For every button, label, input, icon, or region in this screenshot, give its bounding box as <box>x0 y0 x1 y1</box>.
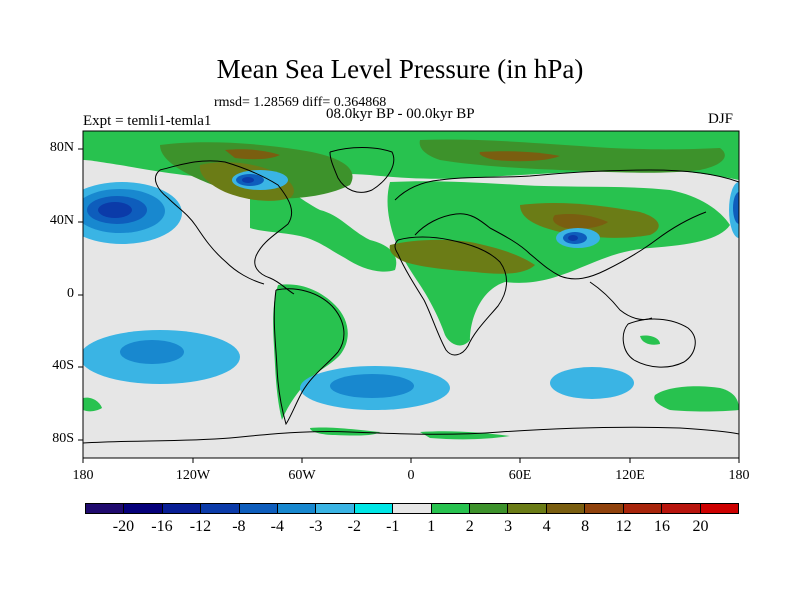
north-atlantic-green <box>250 175 397 272</box>
indian-ocean-green <box>640 335 660 345</box>
colorbar-label: 2 <box>465 518 474 535</box>
pressure-field <box>83 131 739 458</box>
colorbar-cell <box>86 504 125 513</box>
tibet-low-core <box>568 235 578 241</box>
lat-label-0: 0 <box>67 286 74 301</box>
colorbar-cell <box>393 504 432 513</box>
axis-ticks <box>78 148 740 463</box>
lat-label-80s: 80S <box>52 431 74 446</box>
rmsd-diff-stats: rmsd= 1.28569 diff= 0.364868 <box>214 95 387 110</box>
north-africa-olive <box>389 239 535 274</box>
lon-label-0: 0 <box>407 468 415 483</box>
coast-australia <box>622 318 696 368</box>
colorbar-cell <box>124 504 163 513</box>
lon-label-180e: 180 <box>728 468 750 483</box>
colorbar-cell <box>278 504 317 513</box>
lat-label-80n: 80N <box>49 140 74 155</box>
colorbar-cell <box>662 504 701 513</box>
lat-label-40s: 40S <box>52 358 74 373</box>
colorbar-label: -8 <box>232 518 246 535</box>
colorbar-label: 8 <box>581 518 590 535</box>
colorbar-cell <box>162 504 202 513</box>
colorbar-label: -12 <box>189 518 212 535</box>
lon-label-60e: 60E <box>508 468 532 483</box>
season-label: DJF <box>708 111 734 127</box>
colorbar-label: 4 <box>542 518 551 535</box>
lon-label-180w: 180 <box>72 468 94 483</box>
east-edge-low-inner <box>733 192 739 224</box>
coast-north-america <box>155 160 295 295</box>
lon-label-120w: 120W <box>175 468 211 483</box>
colorbar-cell <box>546 504 586 513</box>
greenland-olive <box>419 139 725 173</box>
colorbar-label: -1 <box>386 518 400 535</box>
antarctic-green-patch-2 <box>420 431 510 440</box>
colorbar-cell <box>585 504 624 513</box>
colorbar-label: 16 <box>654 518 671 535</box>
south-america-green <box>273 284 348 420</box>
time-period-label: 08.0kyr BP - 00.0kyr BP <box>326 106 475 122</box>
colorbar-label: 3 <box>504 518 513 535</box>
colorbar-label: 1 <box>427 518 436 535</box>
indian-ocean-low <box>550 367 634 399</box>
colorbar-label: -3 <box>309 518 323 535</box>
colorbar-cell <box>431 504 471 513</box>
lon-label-120e: 120E <box>615 468 645 483</box>
colorbar-cell <box>239 504 279 513</box>
canada-brown <box>225 149 280 160</box>
map-title: Mean Sea Level Pressure (in hPa) <box>216 54 584 84</box>
coast-africa <box>394 236 507 356</box>
hudson-low-core <box>242 177 254 183</box>
colorbar-cell <box>201 504 240 513</box>
colorbar-label: -20 <box>112 518 135 535</box>
highest-positive-regions <box>225 149 608 229</box>
southern-pacific-green <box>654 386 739 412</box>
south-pacific-low-inner <box>120 340 184 364</box>
colorbar-cell <box>470 504 509 513</box>
coastlines <box>83 147 739 444</box>
tibet-brown <box>553 213 608 229</box>
neutral-background <box>83 131 739 458</box>
lat-label-40n: 40N <box>49 213 74 228</box>
coast-southeast-asia <box>589 281 653 321</box>
colorbar-cell <box>700 504 738 513</box>
colorbar-cell <box>508 504 547 513</box>
colorbar-label: -4 <box>270 518 284 535</box>
colorbar-cell <box>623 504 663 513</box>
coast-greenland <box>329 147 395 193</box>
negative-anomaly-regions <box>83 170 739 410</box>
arctic-brown <box>479 151 560 162</box>
north-pacific-low-core <box>98 202 132 218</box>
colorbar-label: -16 <box>151 518 173 535</box>
coast-south-america <box>273 288 345 426</box>
experiment-label: Expt = temli1-temla1 <box>83 113 212 129</box>
colorbar-label: 20 <box>692 518 709 535</box>
lon-label-60w: 60W <box>288 468 316 483</box>
colorbar-label: -2 <box>347 518 361 535</box>
colorbar-cell <box>354 504 394 513</box>
colorbar <box>85 503 739 514</box>
colorbar-cell <box>316 504 355 513</box>
colorbar-label: 12 <box>615 518 632 535</box>
south-atlantic-low-inner <box>330 374 414 398</box>
coast-eurasia <box>394 169 739 280</box>
west-edge-green <box>83 397 102 412</box>
coast-antarctica <box>83 426 739 444</box>
